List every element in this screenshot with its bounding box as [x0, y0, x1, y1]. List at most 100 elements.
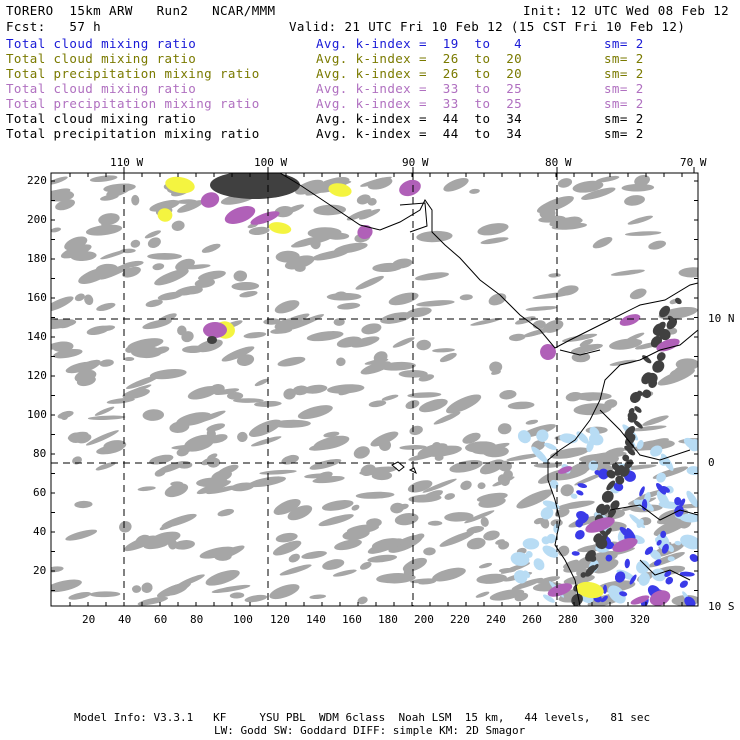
- cloud-streak: [421, 490, 443, 501]
- light-blue-patch: [674, 540, 682, 546]
- cloud-streak: [443, 177, 469, 192]
- dark-convective-cell: [624, 459, 634, 469]
- cloud-streak: [137, 596, 168, 606]
- blue-patch: [626, 527, 636, 539]
- blue-patch: [629, 574, 637, 585]
- cloud-streak: [525, 306, 558, 311]
- cloud-streak: [176, 412, 212, 427]
- x-tick-label: 40: [118, 613, 132, 626]
- init-time: Init: 12 UTC Wed 08 Feb 12: [523, 3, 730, 18]
- cloud-streak: [237, 431, 248, 443]
- blue-patch: [614, 571, 626, 583]
- cloud-streak: [208, 434, 228, 444]
- cloud-streak: [145, 299, 163, 308]
- dark-convective-cell: [596, 503, 606, 514]
- yellow-cell: [165, 176, 195, 194]
- cloud-streak: [68, 591, 92, 600]
- light-blue-patch: [510, 552, 530, 566]
- cloud-streak: [563, 558, 598, 573]
- cloud-streak: [489, 589, 525, 601]
- cloud-streak: [211, 470, 232, 482]
- light-blue-patch: [660, 453, 674, 471]
- y-tick-label: 200: [27, 213, 47, 226]
- cloud-streak: [432, 567, 466, 582]
- light-blue-patch: [525, 550, 533, 558]
- cloud-streak: [609, 338, 643, 350]
- cloud-streak: [367, 554, 398, 563]
- x-tick-label: 260: [522, 613, 542, 626]
- cloud-field: [51, 173, 698, 606]
- cloud-streak: [497, 423, 512, 435]
- legend-kindex: Avg. k-index = 19 to 4: [316, 36, 523, 51]
- cloud-streak: [360, 176, 392, 187]
- cloud-streak: [648, 240, 667, 250]
- cloud-streak: [164, 483, 189, 498]
- blue-patch: [576, 510, 588, 521]
- light-blue-patch: [544, 442, 557, 451]
- cloud-streak: [539, 207, 556, 220]
- dark-convective-cell: [592, 563, 599, 572]
- dark-convective-cell: [622, 454, 630, 462]
- x-tick-label: 160: [342, 613, 362, 626]
- blue-patch: [654, 559, 662, 566]
- cloud-streak: [364, 358, 389, 365]
- purple-cell: [612, 537, 638, 553]
- cloud-streak: [156, 582, 192, 598]
- coastline: [599, 409, 691, 461]
- cloud-streak: [423, 547, 436, 556]
- cloud-streak: [378, 439, 392, 451]
- cloud-streak: [106, 397, 135, 404]
- physics-info: LW: Godd SW: Goddard DIFF: simple KM: 2D…: [214, 724, 526, 737]
- cloud-streak: [157, 461, 187, 474]
- cloud-streak: [557, 178, 573, 188]
- cloud-streak: [55, 199, 75, 211]
- legend-field: Total cloud mixing ratio: [6, 51, 197, 66]
- cloud-streak: [85, 224, 123, 236]
- dark-convective-cell: [646, 372, 658, 385]
- cloud-streak: [356, 194, 371, 205]
- cloud-streak: [563, 559, 579, 569]
- cloud-streak: [98, 213, 120, 225]
- coastline: [639, 559, 691, 581]
- cloud-streak: [350, 336, 380, 348]
- light-blue-patch: [679, 513, 698, 523]
- light-blue-patch: [650, 445, 663, 457]
- cloud-streak: [199, 546, 235, 559]
- legend-smoothing: sm= 2: [604, 66, 644, 81]
- light-blue-patch: [517, 430, 531, 444]
- blue-patch: [613, 482, 624, 492]
- dark-convective-cell: [659, 305, 671, 318]
- cloud-streak: [284, 255, 315, 270]
- cloud-streak: [678, 267, 698, 278]
- legend-smoothing: sm= 2: [604, 36, 644, 51]
- dark-convective-cell: [207, 336, 217, 344]
- cloud-streak: [65, 529, 98, 541]
- cloud-streak: [217, 508, 235, 517]
- cloud-streak: [516, 489, 553, 509]
- cloud-streak: [177, 325, 187, 336]
- cloud-streak: [499, 390, 517, 400]
- cloud-streak: [478, 562, 493, 569]
- cloud-streak: [459, 294, 473, 301]
- cloud-streak: [412, 533, 425, 542]
- light-blue-patch: [680, 534, 698, 550]
- blue-patch: [656, 539, 662, 546]
- cloud-streak: [174, 285, 203, 296]
- light-blue-patch: [542, 545, 559, 558]
- yellow-cell: [576, 581, 604, 599]
- dark-convective-cell: [630, 391, 641, 404]
- lon-label: 110 W: [110, 156, 144, 169]
- cloud-streak: [100, 249, 128, 260]
- cloud-streak: [236, 354, 255, 366]
- purple-cell: [656, 338, 680, 352]
- cloud-streak: [351, 504, 360, 511]
- cloud-streak: [221, 346, 255, 362]
- dark-convective-cell: [642, 355, 652, 364]
- x-tick-label: 220: [450, 613, 470, 626]
- cloud-streak: [346, 524, 380, 534]
- dark-convective-cell: [634, 406, 642, 413]
- cloud-streak: [87, 415, 126, 420]
- coastline: [408, 467, 417, 475]
- cloud-streak: [627, 215, 653, 225]
- legend-smoothing: sm= 2: [604, 51, 644, 66]
